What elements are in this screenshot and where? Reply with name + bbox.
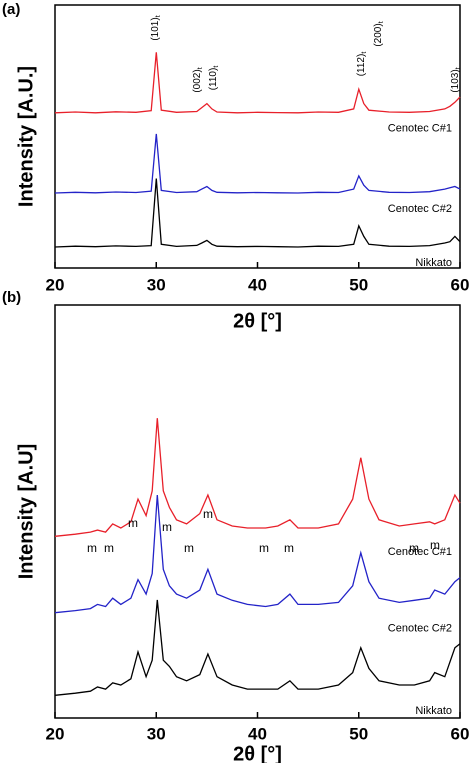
x-axis-label: 2θ [°] [233, 310, 282, 332]
peak-label: (101)t [150, 15, 162, 40]
peak-label: (002)t [192, 67, 204, 92]
peak-label: (112)t [356, 52, 368, 77]
xrd-line [54, 133, 461, 194]
peak-marker: m [284, 541, 294, 555]
x-tick-label: 30 [147, 724, 166, 743]
peak-hkl: (112) [356, 54, 367, 77]
peak-subscript: t [213, 66, 220, 68]
peak-label: (200)t [373, 21, 385, 46]
peak-hkl: (002) [192, 69, 203, 92]
plot-frame [54, 4, 461, 269]
peak-label: (110)t [208, 66, 220, 91]
x-tick-label: 60 [451, 724, 470, 743]
x-tick-label: 60 [451, 275, 470, 294]
xrd-line [54, 599, 461, 696]
y-axis-label: Intensity [A.U.] [15, 66, 37, 207]
xrd-line [54, 418, 461, 537]
plot-frame [54, 304, 461, 719]
peak-subscript: t [155, 15, 162, 17]
x-tick-label: 40 [248, 724, 267, 743]
series-label: Nikkato [415, 257, 452, 269]
panel-label: (a) [2, 1, 20, 18]
x-tick-label: 50 [349, 275, 368, 294]
xrd-line [54, 52, 461, 114]
peak-subscript: t [378, 21, 385, 23]
x-tick-label: 20 [46, 724, 65, 743]
peak-subscript: t [361, 52, 368, 54]
x-tick-label: 20 [46, 275, 65, 294]
series-label: Cenotec C#1 [388, 123, 452, 135]
peak-hkl: (101) [150, 17, 161, 40]
peak-marker: m [162, 520, 172, 534]
y-axis-label: Intensity [A.U] [15, 444, 37, 580]
series-label: Cenotec C#2 [388, 623, 452, 635]
peak-marker: m [203, 507, 213, 521]
x-tick-label: 40 [248, 275, 267, 294]
peak-label: (103)t [450, 67, 462, 92]
peak-subscript: t [455, 67, 462, 69]
panel-label: (b) [2, 289, 21, 306]
series-label: Nikkato [415, 705, 452, 717]
peak-marker: m [259, 541, 269, 555]
peak-subscript: t [197, 67, 204, 69]
peak-hkl: (110) [208, 68, 219, 91]
peak-marker: m [104, 541, 114, 555]
peak-marker: m [430, 538, 440, 552]
peak-marker: m [128, 516, 138, 530]
series-label: Cenotec C#2 [388, 203, 452, 215]
x-tick-label: 50 [349, 724, 368, 743]
x-axis-label: 2θ [°] [233, 743, 282, 763]
peak-marker: m [87, 541, 97, 555]
xrd-line [54, 494, 461, 614]
peak-hkl: (103) [450, 69, 461, 92]
peak-marker: m [409, 541, 419, 555]
xrd-line [54, 178, 461, 248]
peak-hkl: (200) [373, 23, 384, 46]
series-label: Cenotec C#1 [388, 546, 452, 558]
x-tick-label: 30 [147, 275, 166, 294]
peak-marker: m [184, 541, 194, 555]
